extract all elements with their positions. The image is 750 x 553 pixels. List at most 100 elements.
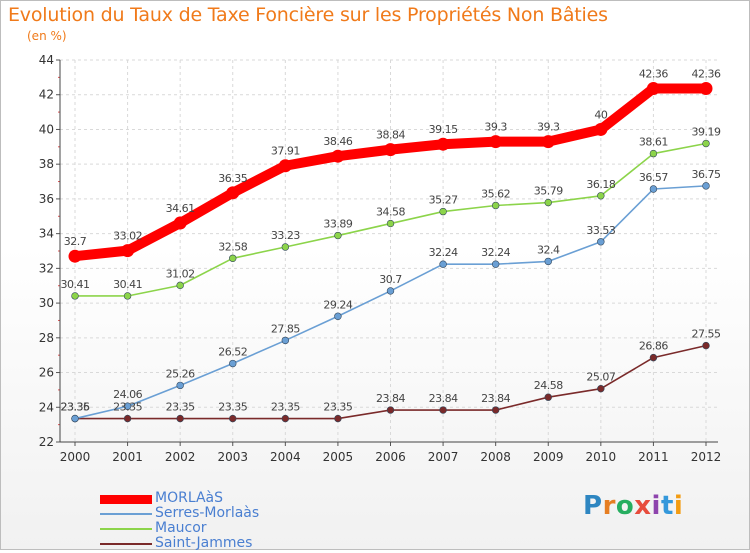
data-point xyxy=(281,336,290,345)
data-label: 40 xyxy=(594,108,607,121)
data-label: 37.91 xyxy=(271,145,300,158)
y-tick-label: 30 xyxy=(39,296,54,310)
x-tick-label: 2007 xyxy=(428,450,459,464)
data-point xyxy=(439,406,447,414)
data-point xyxy=(702,341,710,350)
data-point xyxy=(702,182,710,190)
data-label: 36.57 xyxy=(639,171,668,184)
chart-title: Evolution du Taux de Taxe Foncière sur l… xyxy=(8,4,608,26)
data-label: 30.41 xyxy=(61,278,90,291)
x-tick-label: 2006 xyxy=(375,450,406,464)
x-tick-label: 2005 xyxy=(323,450,354,464)
data-label: 38.84 xyxy=(376,129,405,142)
data-label: 33.23 xyxy=(271,229,300,242)
x-tick-label: 2011 xyxy=(638,450,669,464)
data-label: 23.35 xyxy=(323,401,352,414)
logo-letter: r xyxy=(602,491,616,521)
data-label: 39.3 xyxy=(484,121,507,134)
y-tick-label: 26 xyxy=(39,366,54,380)
x-tick-label: 2003 xyxy=(217,450,248,464)
data-label: 42.36 xyxy=(639,67,668,80)
data-point xyxy=(71,292,79,300)
data-point xyxy=(331,149,345,163)
data-point xyxy=(121,244,135,258)
y-tick-label: 22 xyxy=(39,435,54,449)
data-label: 35.79 xyxy=(534,185,563,198)
legend-swatch xyxy=(100,528,152,530)
logo-letter: P xyxy=(583,491,603,521)
data-label: 23.35 xyxy=(113,401,142,414)
data-label: 34.61 xyxy=(166,202,195,215)
x-tick-label: 2012 xyxy=(691,450,722,464)
data-point xyxy=(386,406,395,414)
data-label: 27.85 xyxy=(271,322,300,335)
data-label: 36.75 xyxy=(692,168,721,181)
y-tick-label: 42 xyxy=(39,88,54,102)
data-label: 25.07 xyxy=(586,371,615,384)
data-point xyxy=(68,249,82,263)
y-tick-label: 28 xyxy=(39,331,54,345)
data-point xyxy=(489,135,503,149)
logo-letter: t xyxy=(660,491,674,521)
logo-letter: o xyxy=(615,491,635,521)
data-label: 31.02 xyxy=(166,267,195,280)
data-point xyxy=(597,384,605,393)
data-point xyxy=(334,414,342,423)
data-point xyxy=(649,185,658,193)
data-label: 36.35 xyxy=(218,172,247,185)
data-point xyxy=(544,198,552,207)
data-label: 39.19 xyxy=(692,126,721,139)
data-point xyxy=(334,231,342,240)
legend-swatch xyxy=(100,494,152,504)
data-label: 24.58 xyxy=(534,379,563,392)
data-point xyxy=(491,406,500,414)
x-tick-label: 2001 xyxy=(112,450,143,464)
data-point xyxy=(281,414,290,423)
data-label: 25.26 xyxy=(166,367,195,380)
data-point xyxy=(649,353,658,362)
data-label: 23.35 xyxy=(61,401,90,414)
data-point xyxy=(229,359,237,368)
data-point xyxy=(544,393,552,401)
x-tick-label: 2000 xyxy=(60,450,91,464)
data-label: 32.7 xyxy=(64,235,87,248)
data-label: 33.02 xyxy=(113,230,142,243)
logo-letter: x xyxy=(634,491,652,521)
data-point xyxy=(229,414,237,423)
data-label: 32.4 xyxy=(537,243,560,256)
y-unit-label: (en %) xyxy=(27,29,67,43)
data-label: 38.46 xyxy=(323,135,352,148)
data-point xyxy=(176,281,184,290)
data-point xyxy=(278,159,292,173)
y-tick-label: 40 xyxy=(39,122,54,136)
data-point xyxy=(597,192,605,200)
data-label: 33.53 xyxy=(586,224,615,237)
data-label: 23.35 xyxy=(166,401,195,414)
data-label: 35.27 xyxy=(429,194,458,207)
data-label: 26.86 xyxy=(639,340,668,353)
data-label: 42.36 xyxy=(692,67,721,80)
data-point xyxy=(491,201,500,210)
data-point xyxy=(649,149,658,158)
y-tick-label: 32 xyxy=(39,261,54,275)
data-point xyxy=(226,186,240,200)
data-label: 34.58 xyxy=(376,206,405,219)
legend-label: Serres-Morlaàs xyxy=(155,505,260,521)
data-label: 27.55 xyxy=(692,328,721,341)
data-label: 23.35 xyxy=(271,401,300,414)
y-tick-label: 36 xyxy=(39,192,54,206)
data-point xyxy=(386,287,395,295)
data-point xyxy=(386,219,395,228)
data-point xyxy=(439,207,447,216)
legend-swatch xyxy=(100,543,152,545)
data-label: 23.84 xyxy=(429,392,458,405)
data-point xyxy=(541,135,555,149)
data-point xyxy=(173,216,187,230)
data-point xyxy=(123,292,132,300)
x-tick-label: 2008 xyxy=(480,450,511,464)
data-point xyxy=(334,312,342,320)
data-label: 23.84 xyxy=(376,392,405,405)
data-point xyxy=(594,122,608,136)
y-tick-label: 34 xyxy=(39,227,54,241)
